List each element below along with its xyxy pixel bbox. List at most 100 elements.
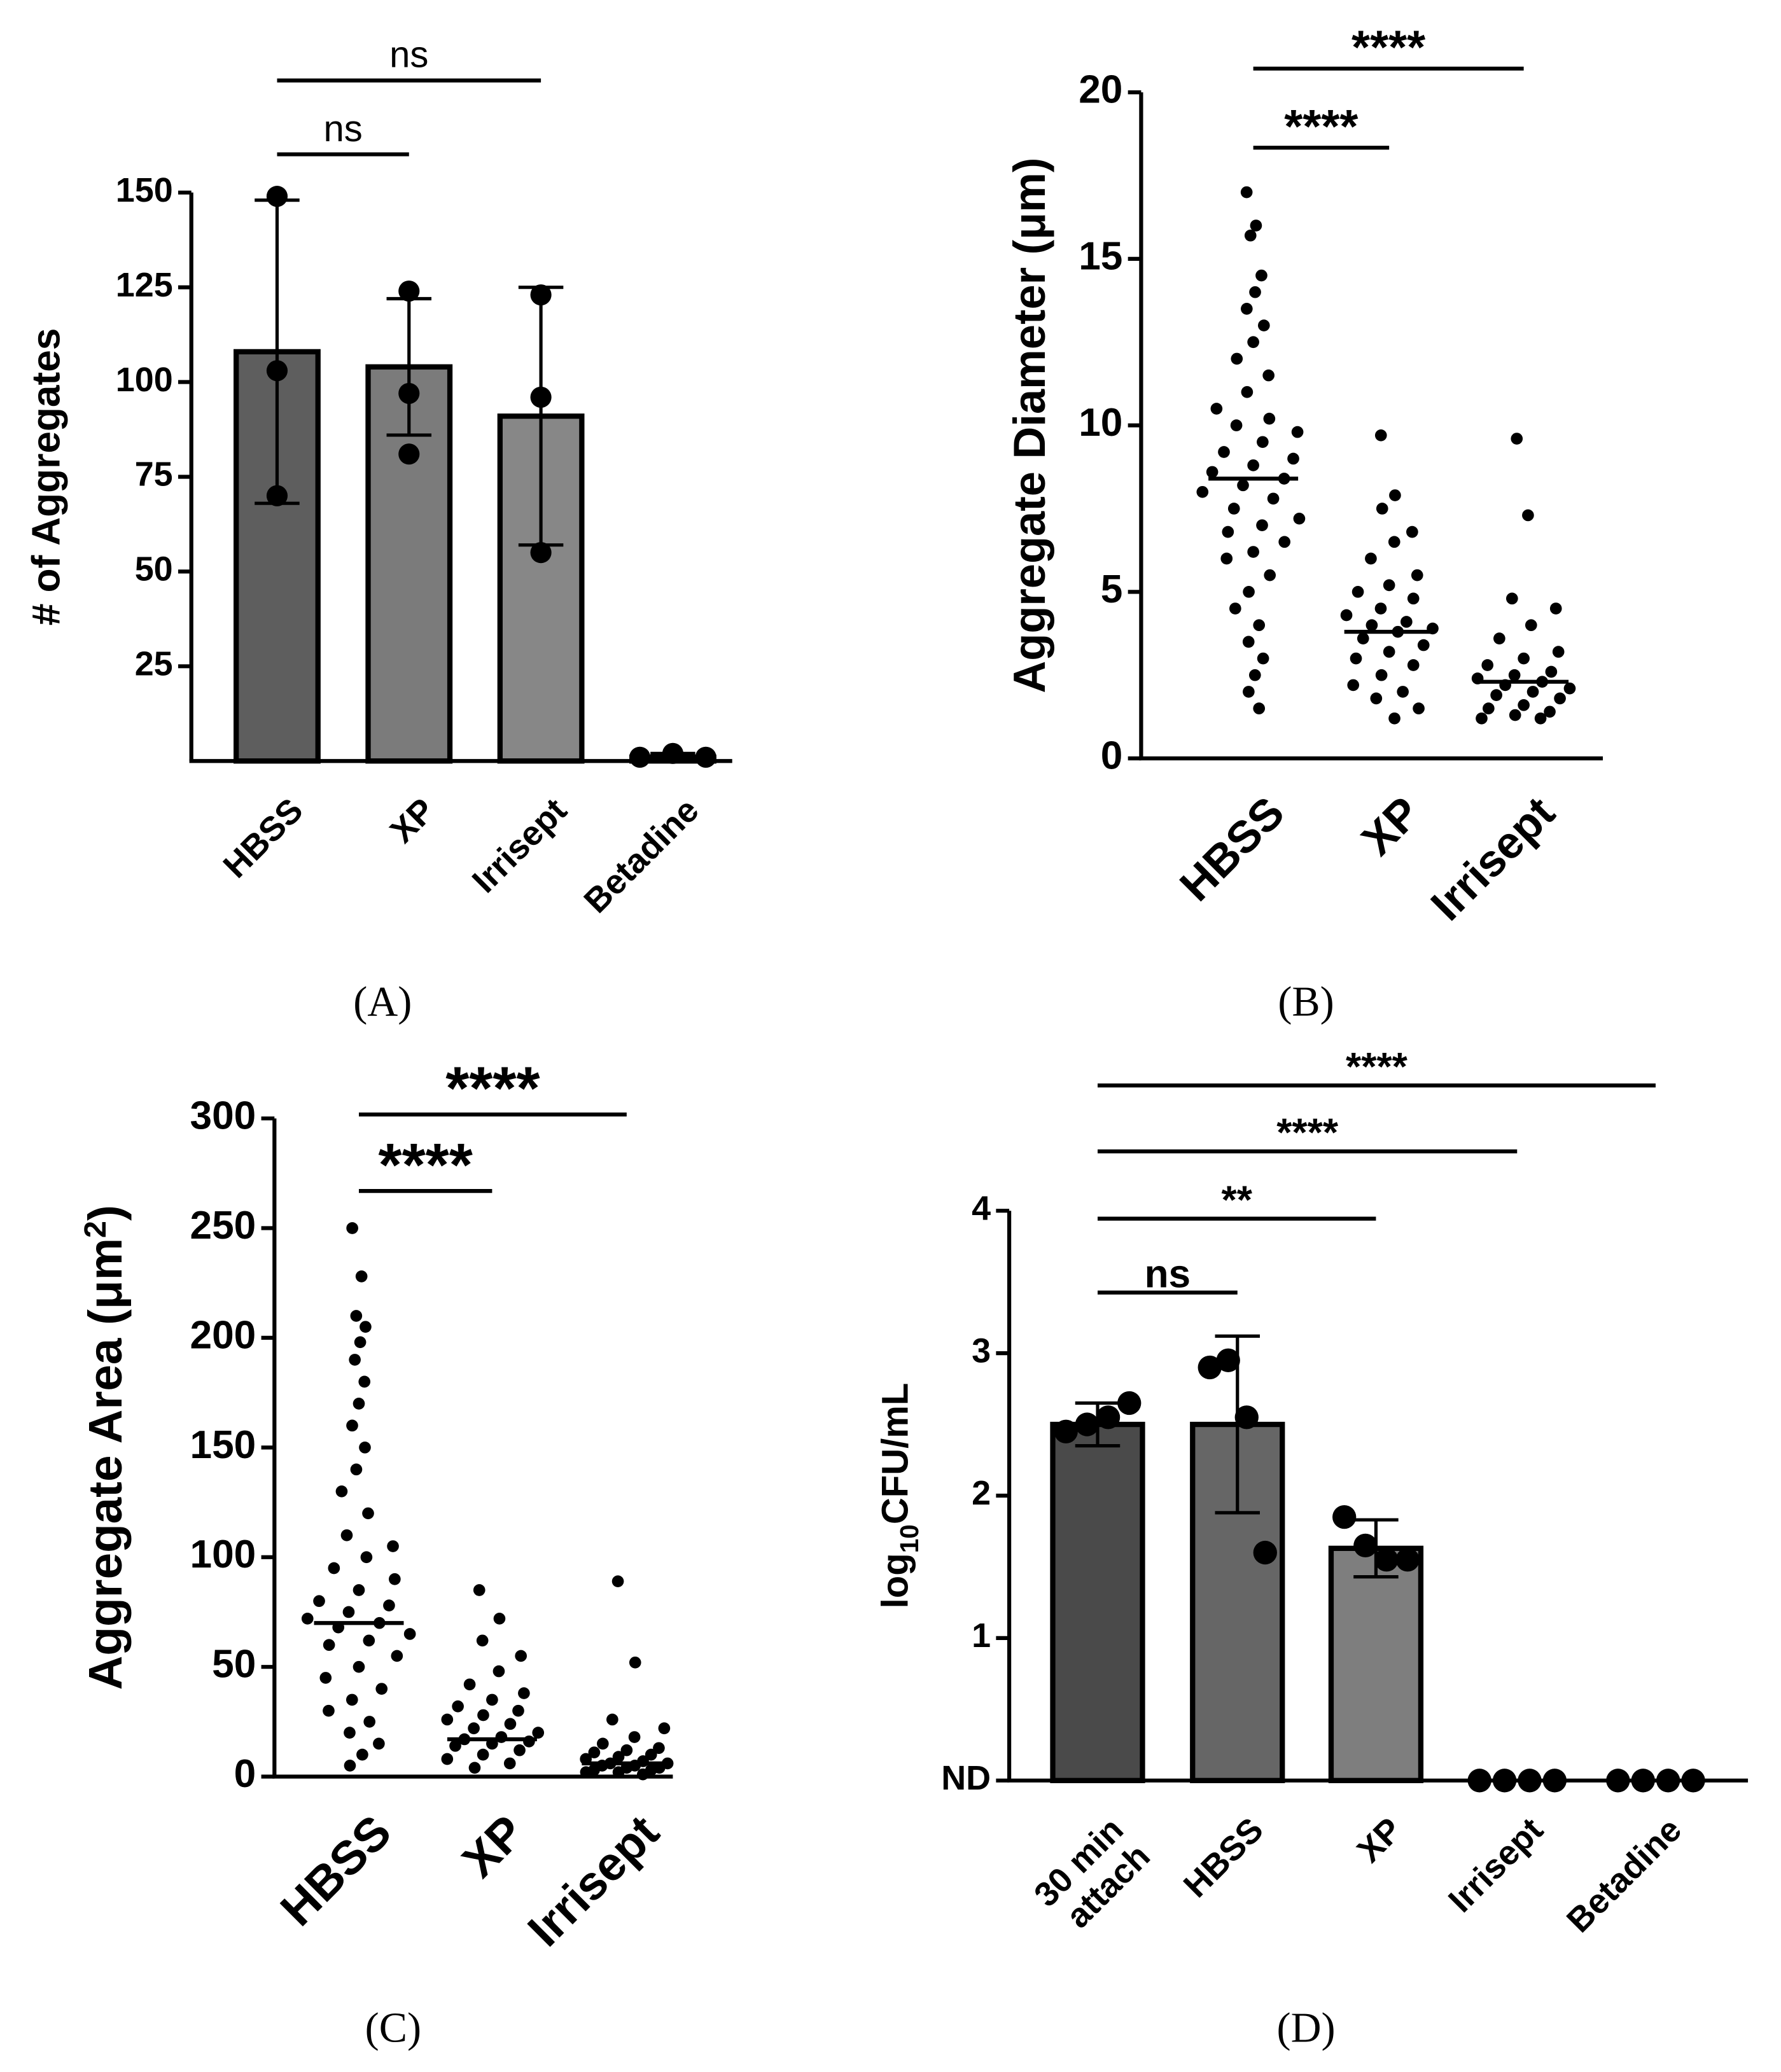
y-tick-label: 25 xyxy=(135,645,173,683)
data-point xyxy=(1383,646,1395,658)
y-axis-label: log10CFU/mL xyxy=(874,1383,924,1609)
x-tick-label: HBSS xyxy=(270,1805,401,1936)
data-point xyxy=(350,1463,363,1476)
data-point xyxy=(1606,1769,1630,1793)
data-point xyxy=(645,1748,657,1761)
bar xyxy=(1050,1421,1145,1783)
data-point xyxy=(612,1751,625,1763)
data-point xyxy=(1388,712,1400,725)
data-point xyxy=(493,1612,506,1625)
data-point xyxy=(1243,686,1255,698)
data-point xyxy=(628,1731,641,1743)
x-tick-label: XP xyxy=(452,1805,534,1888)
data-point xyxy=(1389,489,1401,501)
data-point xyxy=(266,485,288,506)
data-point xyxy=(1526,686,1539,698)
y-tick-label: ND xyxy=(941,1759,991,1797)
data-point xyxy=(1383,579,1395,592)
y-label-sup: 2 xyxy=(78,1221,113,1238)
data-point xyxy=(359,1442,371,1454)
data-point xyxy=(1365,552,1377,565)
data-point xyxy=(452,1700,464,1713)
data-point xyxy=(266,360,288,382)
data-point xyxy=(1267,492,1280,505)
data-point xyxy=(1370,692,1383,705)
data-point xyxy=(1374,429,1387,442)
data-point xyxy=(1388,536,1400,548)
y-tick-label: 4 xyxy=(972,1189,991,1227)
y-tick-label: 20 xyxy=(1079,68,1122,112)
data-point xyxy=(1231,352,1243,365)
data-point xyxy=(1411,569,1423,581)
x-tick-label: Irrisept xyxy=(465,791,575,900)
panel-label: (D) xyxy=(1277,2005,1336,2051)
data-point xyxy=(1351,586,1364,598)
data-point xyxy=(580,1766,592,1779)
data-point xyxy=(346,1693,358,1706)
data-point xyxy=(637,1768,649,1781)
data-point xyxy=(1241,386,1254,398)
data-point xyxy=(1278,536,1291,548)
y-tick-label: 250 xyxy=(190,1204,256,1248)
data-point xyxy=(515,1650,527,1662)
panel-label: (C) xyxy=(365,2005,421,2051)
data-point xyxy=(1253,1540,1277,1565)
data-point xyxy=(611,1575,624,1588)
y-tick-label: 3 xyxy=(972,1332,991,1370)
data-point xyxy=(1375,669,1388,681)
data-point xyxy=(1247,336,1259,349)
data-point xyxy=(1248,669,1261,681)
data-point xyxy=(1492,1769,1517,1793)
panel-label: (A) xyxy=(353,978,412,1025)
data-point xyxy=(1407,592,1420,605)
y-tick-label: 125 xyxy=(116,266,173,304)
data-point xyxy=(398,382,420,404)
data-point xyxy=(1544,706,1556,718)
y-tick-label: 2 xyxy=(972,1474,991,1512)
data-point xyxy=(1247,459,1259,471)
significance-label: ns xyxy=(323,108,362,149)
data-point xyxy=(530,542,552,564)
y-label-text: Aggregate Area (μm xyxy=(78,1238,132,1690)
data-point xyxy=(1242,636,1255,648)
data-point xyxy=(1505,592,1518,605)
data-point xyxy=(1257,652,1269,665)
data-point xyxy=(346,1222,358,1234)
x-tick-label: HBSS xyxy=(1177,1811,1271,1905)
data-point xyxy=(1400,616,1413,628)
y-tick-label: 200 xyxy=(190,1313,256,1357)
x-tick-label: Irrisept xyxy=(517,1805,669,1956)
data-point xyxy=(612,1766,625,1779)
data-point xyxy=(476,1634,489,1647)
data-point xyxy=(588,1746,601,1758)
data-point xyxy=(486,1693,498,1706)
significance-label: **** xyxy=(1276,1111,1339,1155)
data-point xyxy=(1518,652,1530,665)
significance-label: ns xyxy=(389,34,428,76)
data-point xyxy=(629,746,651,768)
data-point xyxy=(662,742,684,764)
data-point xyxy=(1406,525,1418,538)
data-point xyxy=(1222,525,1234,538)
data-point xyxy=(1256,519,1268,531)
data-point xyxy=(658,1722,671,1735)
data-point xyxy=(1542,1769,1567,1793)
data-point xyxy=(1397,686,1409,698)
data-point xyxy=(1493,632,1505,644)
y-axis-label: Aggregate Diameter (μm) xyxy=(1004,158,1054,693)
data-point xyxy=(1518,1769,1542,1793)
data-point xyxy=(518,1687,530,1699)
data-point xyxy=(1332,1505,1357,1529)
data-point xyxy=(1210,403,1223,415)
data-point xyxy=(1413,702,1425,714)
data-point xyxy=(1230,419,1243,431)
data-point xyxy=(1395,1548,1420,1572)
data-point xyxy=(342,1606,355,1618)
data-point xyxy=(513,1744,526,1756)
data-point xyxy=(1253,619,1266,632)
data-point xyxy=(441,1753,454,1765)
x-tick-label: XP xyxy=(383,791,442,850)
data-point xyxy=(403,1628,416,1640)
data-point xyxy=(1518,699,1530,711)
